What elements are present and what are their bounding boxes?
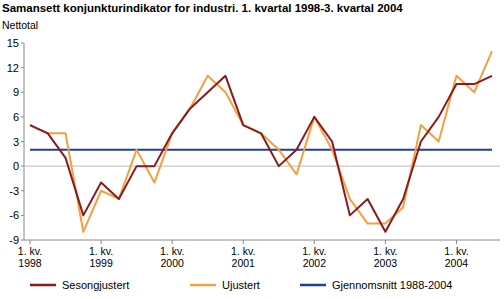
x-tick-label: 1. kv.2002 — [302, 245, 326, 269]
legend-label: Gjennomsnitt 1988-2004 — [332, 279, 452, 291]
legend-swatch — [30, 284, 56, 287]
y-tick-label: 6 — [13, 111, 19, 123]
x-tick — [456, 240, 457, 244]
legend-swatch — [300, 284, 326, 287]
y-tick-label: -3 — [9, 185, 19, 197]
y-tick-label: 15 — [7, 37, 19, 49]
x-tick-label: 1. kv.1998 — [18, 245, 42, 269]
y-axis — [24, 43, 25, 240]
legend-swatch — [190, 284, 216, 287]
y-tick-label: 9 — [13, 86, 19, 98]
x-tick-label: 1. kv.1999 — [89, 245, 113, 269]
zero-line — [24, 166, 500, 167]
plot-area — [30, 51, 492, 232]
y-tick-label: 0 — [13, 160, 19, 172]
y-tick-label: 3 — [13, 136, 19, 148]
x-tick — [101, 240, 102, 244]
legend-label: Sesongjustert — [62, 279, 129, 291]
x-tick — [243, 240, 244, 244]
x-tick-label: 1. kv.2004 — [444, 245, 468, 269]
title: Samansett konjunkturindikator for indust… — [2, 2, 403, 14]
x-axis — [24, 240, 500, 241]
x-tick-label: 1. kv.2000 — [160, 245, 184, 269]
series-line — [30, 76, 492, 232]
legend-label: Ujustert — [222, 279, 260, 291]
series-line — [30, 51, 492, 232]
y-tick-label: 12 — [7, 62, 19, 74]
x-tick-label: 1. kv.2001 — [231, 245, 255, 269]
x-tick-label: 1. kv.2003 — [373, 245, 397, 269]
y-tick-label: -6 — [9, 209, 19, 221]
x-tick — [385, 240, 386, 244]
x-tick — [30, 240, 31, 244]
x-tick — [314, 240, 315, 244]
y-axis-label: Nettotal — [2, 19, 38, 31]
x-tick — [172, 240, 173, 244]
series-line — [30, 149, 492, 151]
